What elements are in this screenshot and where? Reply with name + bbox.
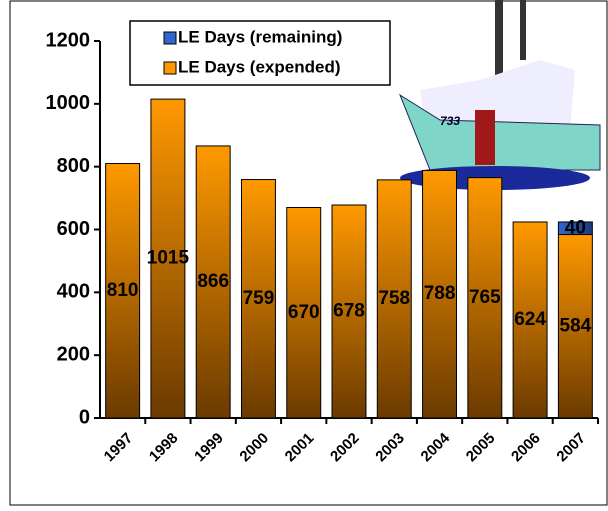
bar [512, 221, 548, 419]
y-tick-label: 600 [57, 218, 90, 240]
y-tick-label: 1200 [46, 29, 91, 51]
data-label: 1015 [147, 248, 190, 269]
bar [422, 169, 458, 419]
data-label: 670 [288, 302, 320, 323]
data-label: 759 [243, 288, 275, 309]
legend-label: LE Days (expended) [178, 57, 341, 76]
data-label: 584 [560, 315, 592, 336]
x-tick-label: 2007 [553, 430, 589, 466]
data-label: 624 [514, 309, 546, 330]
x-tick-label: 1998 [146, 430, 182, 466]
data-label: 40 [565, 217, 586, 238]
bar [331, 204, 367, 419]
bar [240, 179, 276, 419]
bar [557, 221, 593, 236]
x-tick-label: 1999 [191, 430, 227, 466]
bar [467, 177, 503, 419]
x-tick-label: 2004 [418, 429, 454, 465]
frame [9, 0, 608, 506]
x-tick-label: 1997 [101, 430, 137, 466]
y-tick-label: 200 [57, 343, 90, 365]
legend-swatch [163, 31, 177, 45]
legend-label: LE Days (remaining) [178, 27, 342, 46]
x-tick-label: 2006 [508, 430, 544, 466]
ship-clipart: 733 [398, 0, 601, 190]
legend: LE Days (remaining) LE Days (expended) [129, 20, 391, 86]
x-tick-label: 2005 [463, 430, 499, 466]
data-label: 758 [378, 288, 410, 309]
data-label: 678 [333, 301, 365, 322]
bar [105, 163, 141, 419]
x-tick-label: 2000 [236, 430, 272, 466]
bar [195, 145, 231, 419]
bar [286, 207, 322, 419]
y-tick-label: 400 [57, 281, 90, 303]
y-tick-label: 0 [79, 406, 90, 428]
svg-text:733: 733 [440, 114, 460, 128]
data-label: 765 [469, 287, 501, 308]
y-tick-label: 1000 [46, 92, 91, 114]
x-tick-label: 2001 [282, 430, 318, 466]
y-tick-label: 800 [57, 155, 90, 177]
bar [150, 98, 186, 419]
data-label: 788 [424, 283, 456, 304]
legend-swatch [163, 61, 177, 75]
x-tick-label: 2003 [372, 430, 408, 466]
data-label: 866 [197, 271, 229, 292]
x-tick-label: 2002 [327, 430, 363, 466]
bar [376, 179, 412, 419]
data-label: 810 [107, 280, 139, 301]
